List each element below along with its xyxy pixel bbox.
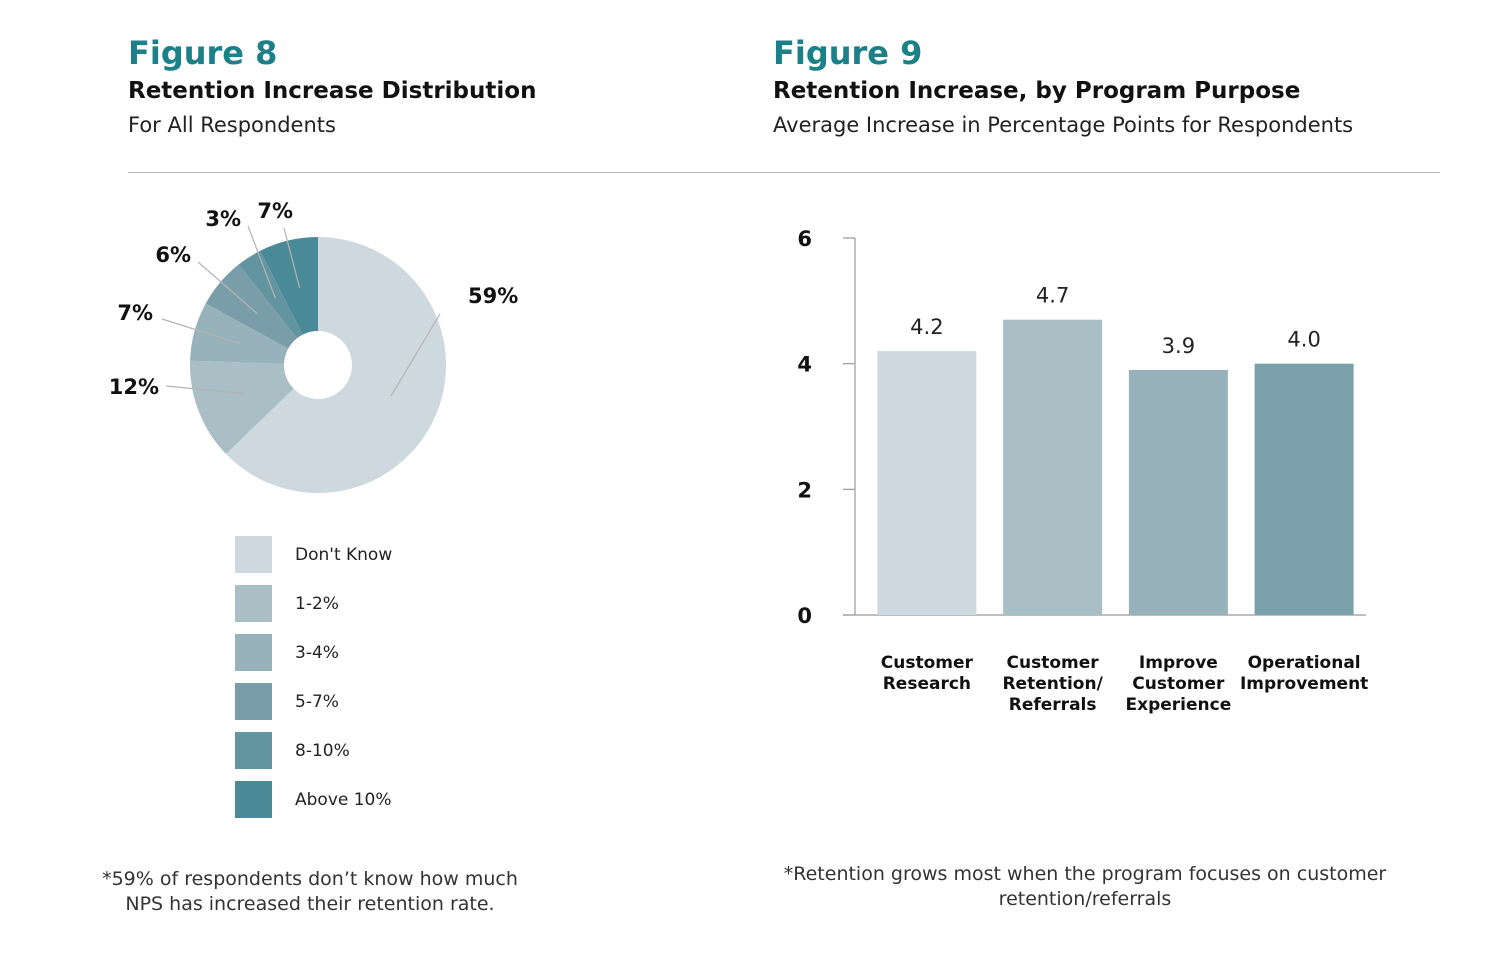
slice-label-3: 7% [117,301,153,325]
donut-chart: 59% 12% 7% 6% 3% 7% [109,199,518,493]
category-label: Operational [1248,653,1361,673]
legend-item: 8-10% [235,732,392,769]
figure8-subtitle: For All Respondents [128,113,336,137]
category-label: Improve [1139,653,1218,673]
legend-label: 1-2% [295,593,339,614]
figure9-label: Figure 9 [773,34,923,72]
legend-swatch [235,683,272,720]
legend-item: 3-4% [235,634,392,671]
leader-line-5 [247,225,276,299]
y-tick-label: 2 [797,478,812,502]
figure8-label: Figure 8 [128,34,278,72]
bar-2 [1003,319,1103,615]
bar-value-label: 3.9 [1162,334,1195,358]
legend-swatch [235,781,272,818]
figure8-footnote: *59% of respondents don’t know how much … [102,868,518,915]
legend-swatch [235,634,272,671]
slice-label-4: 6% [155,243,191,267]
bar-value-label: 4.0 [1287,328,1320,352]
leader-line-6 [283,227,301,288]
bar-value-label: 4.7 [1036,284,1069,308]
legend-swatch [235,536,272,573]
leader-line-3 [161,318,242,345]
y-tick-label: 0 [797,604,812,628]
category-label: Referrals [1009,695,1097,715]
legend-item: Don't Know [235,536,392,573]
y-tick-label: 6 [797,227,812,251]
category-label: Improvement [1240,674,1368,694]
category-label: Retention/ [1002,674,1103,694]
bar-3 [1128,369,1228,615]
figure9-footnote: *Retention grows most when the program f… [783,863,1387,910]
slice-label-5: 3% [205,207,241,231]
bar-4 [1254,363,1354,615]
category-label: Customer [1132,674,1225,694]
legend-swatch [235,732,272,769]
legend-label: 8-10% [295,740,350,761]
category-label: Customer [1007,653,1100,673]
bar-chart: 02464.2CustomerResearch4.7CustomerRetent… [797,227,1368,715]
figure9-subtitle: Average Increase in Percentage Points fo… [773,113,1354,137]
legend-label: Above 10% [295,789,392,810]
legend-item: Above 10% [235,781,392,818]
legend-label: 3-4% [295,642,339,663]
bar-value-label: 4.2 [910,315,943,339]
donut-legend: Don't Know 1-2% 3-4% 5-7% 8-10% Above 10% [235,536,392,830]
header-divider [128,172,1440,173]
donut-slice-3 [190,303,318,365]
legend-item: 1-2% [235,585,392,622]
legend-swatch [235,585,272,622]
donut-hole [284,331,352,399]
category-label: Research [883,674,971,694]
figure8-title: Retention Increase Distribution [128,78,537,104]
figure8-header: Figure 8 Retention Increase Distribution… [128,34,536,140]
slice-label-2: 12% [109,375,159,399]
donut-slice-2 [190,360,318,454]
legend-item: 5-7% [235,683,392,720]
leader-line-1 [390,313,441,397]
legend-label: Don't Know [295,544,393,565]
figure9-header: Figure 9 Retention Increase, by Program … [773,34,1353,140]
category-label: Experience [1126,695,1232,715]
leader-line-2 [165,385,245,395]
category-label: Customer [881,653,974,673]
leader-line-4 [197,261,258,315]
y-tick-label: 4 [797,353,812,377]
slice-label-6: 7% [257,199,293,223]
donut-slice-5 [238,250,318,365]
legend-label: 5-7% [295,691,339,712]
donut-slice-4 [205,264,318,365]
slice-label-1: 59% [468,284,518,308]
bar-1 [877,351,977,615]
figure9-title: Retention Increase, by Program Purpose [773,78,1301,104]
donut-slice-6 [260,237,318,365]
